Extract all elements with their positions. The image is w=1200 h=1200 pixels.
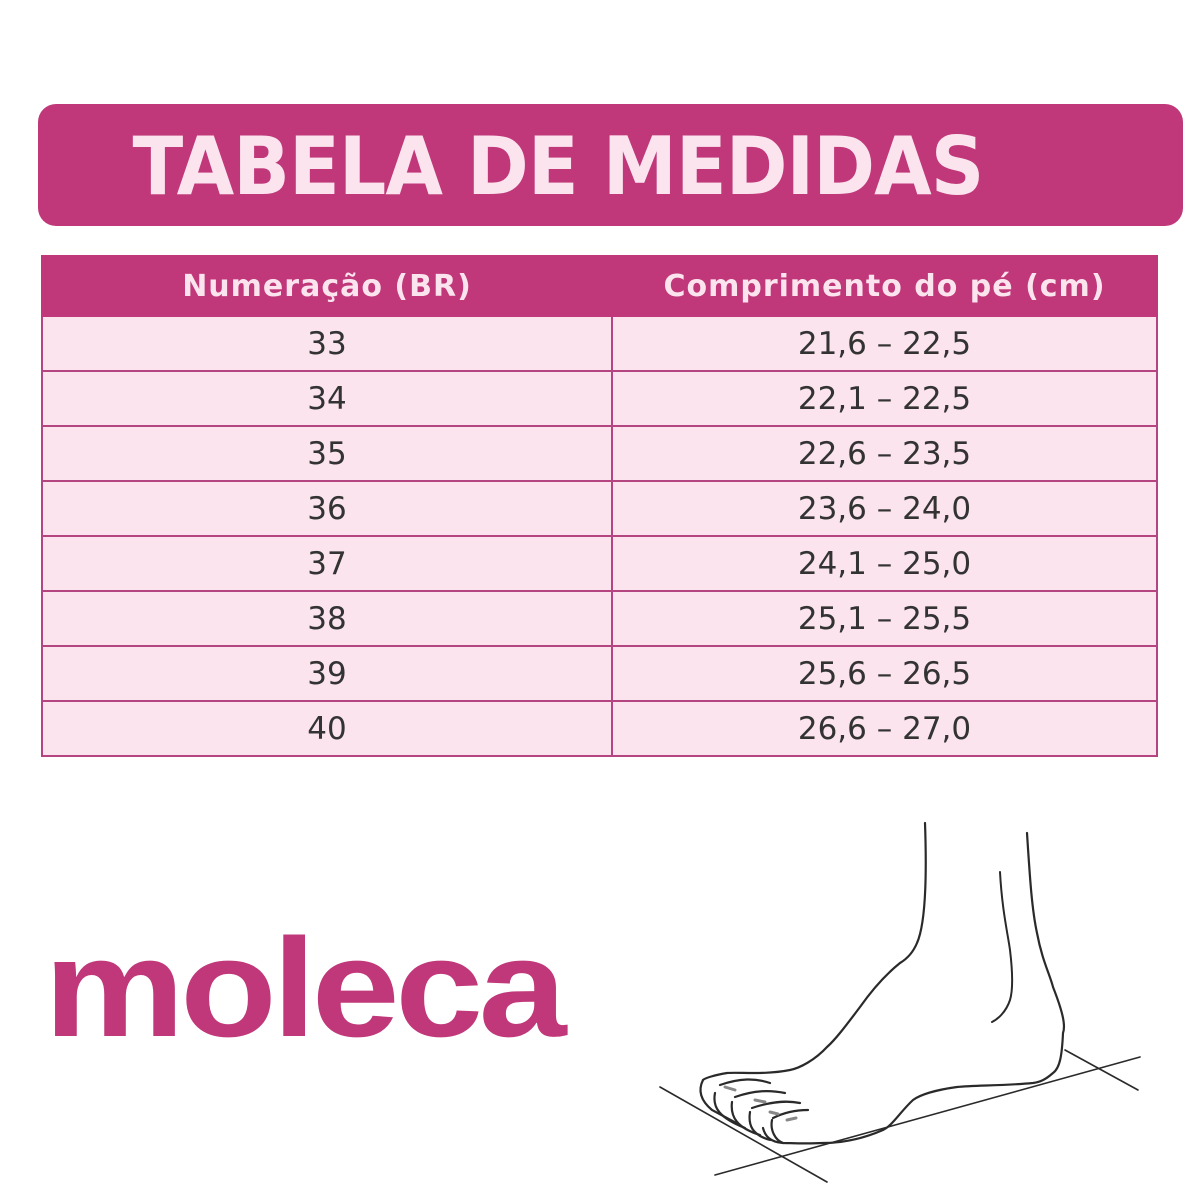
table-row: 39 25,6 – 26,5 <box>41 645 1158 702</box>
ground-line-length <box>714 1056 1141 1176</box>
length-cell: 21,6 – 22,5 <box>611 315 1158 372</box>
table-header-row: Numeração (BR) Comprimento do pé (cm) <box>41 255 1158 317</box>
ankle-line <box>991 871 1014 1023</box>
length-cell: 23,6 – 24,0 <box>611 480 1158 537</box>
table-row: 35 22,6 – 23,5 <box>41 425 1158 482</box>
length-cell: 25,1 – 25,5 <box>611 590 1158 647</box>
moleca-logo: moleca <box>44 909 567 1066</box>
size-table: Numeração (BR) Comprimento do pé (cm) 33… <box>41 255 1158 757</box>
page-title: TABELA DE MEDIDAS <box>132 120 985 213</box>
length-cell: 24,1 – 25,0 <box>611 535 1158 592</box>
ground-line-toe <box>659 1086 828 1183</box>
foot-top-outline <box>701 821 927 1082</box>
table-row: 34 22,1 – 22,5 <box>41 370 1158 427</box>
toe-4 <box>748 1100 802 1142</box>
toenails <box>723 1085 798 1122</box>
size-cell: 40 <box>41 700 613 757</box>
size-cell: 37 <box>41 535 613 592</box>
length-cell: 25,6 – 26,5 <box>611 645 1158 702</box>
foot-back-outline <box>761 831 1066 1145</box>
size-cell: 38 <box>41 590 613 647</box>
table-row: 38 25,1 – 25,5 <box>41 590 1158 647</box>
column-header-length: Comprimento do pé (cm) <box>611 255 1158 317</box>
table-row: 40 26,6 – 27,0 <box>41 700 1158 757</box>
size-cell: 33 <box>41 315 613 372</box>
size-cell: 35 <box>41 425 613 482</box>
title-banner: TABELA DE MEDIDAS <box>38 104 1183 226</box>
length-cell: 22,6 – 23,5 <box>611 425 1158 482</box>
length-cell: 26,6 – 27,0 <box>611 700 1158 757</box>
size-cell: 34 <box>41 370 613 427</box>
toe-2 <box>713 1078 772 1130</box>
size-cell: 36 <box>41 480 613 537</box>
toe-5 <box>770 1108 810 1145</box>
ground-line-heel <box>1064 1049 1139 1091</box>
table-row: 33 21,6 – 22,5 <box>41 315 1158 372</box>
column-header-size: Numeração (BR) <box>41 255 613 317</box>
table-row: 36 23,6 – 24,0 <box>41 480 1158 537</box>
length-cell: 22,1 – 22,5 <box>611 370 1158 427</box>
table-row: 37 24,1 – 25,0 <box>41 535 1158 592</box>
size-cell: 39 <box>41 645 613 702</box>
toe-1 <box>699 1078 742 1127</box>
